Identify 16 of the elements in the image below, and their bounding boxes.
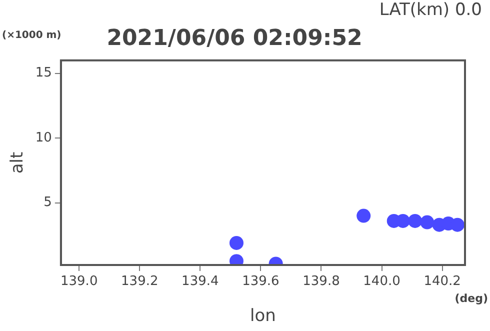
x-tick-label: 140.2 xyxy=(424,274,461,290)
chart-title: 2021/06/06 02:09:52 xyxy=(106,26,362,51)
x-tick-label: 139.8 xyxy=(302,274,340,290)
y-tick-label: 15 xyxy=(35,66,52,81)
text: (×1000 m) xyxy=(2,30,62,41)
x-tick-label: 139.0 xyxy=(60,274,98,290)
text: LAT(km) 0.0 xyxy=(379,0,482,20)
y-axis-title: alt xyxy=(8,151,28,174)
y-tick-label: 5 xyxy=(44,195,52,210)
x-axis-title: lon xyxy=(250,306,276,326)
x-tick-label: 139.2 xyxy=(121,274,158,290)
x-tick-label: 139.4 xyxy=(182,274,219,290)
x-tick-label: 140.0 xyxy=(363,274,400,290)
y-tick-label: 10 xyxy=(35,130,52,146)
text: (deg) xyxy=(454,292,488,305)
x-tick-label: 139.6 xyxy=(242,274,280,290)
